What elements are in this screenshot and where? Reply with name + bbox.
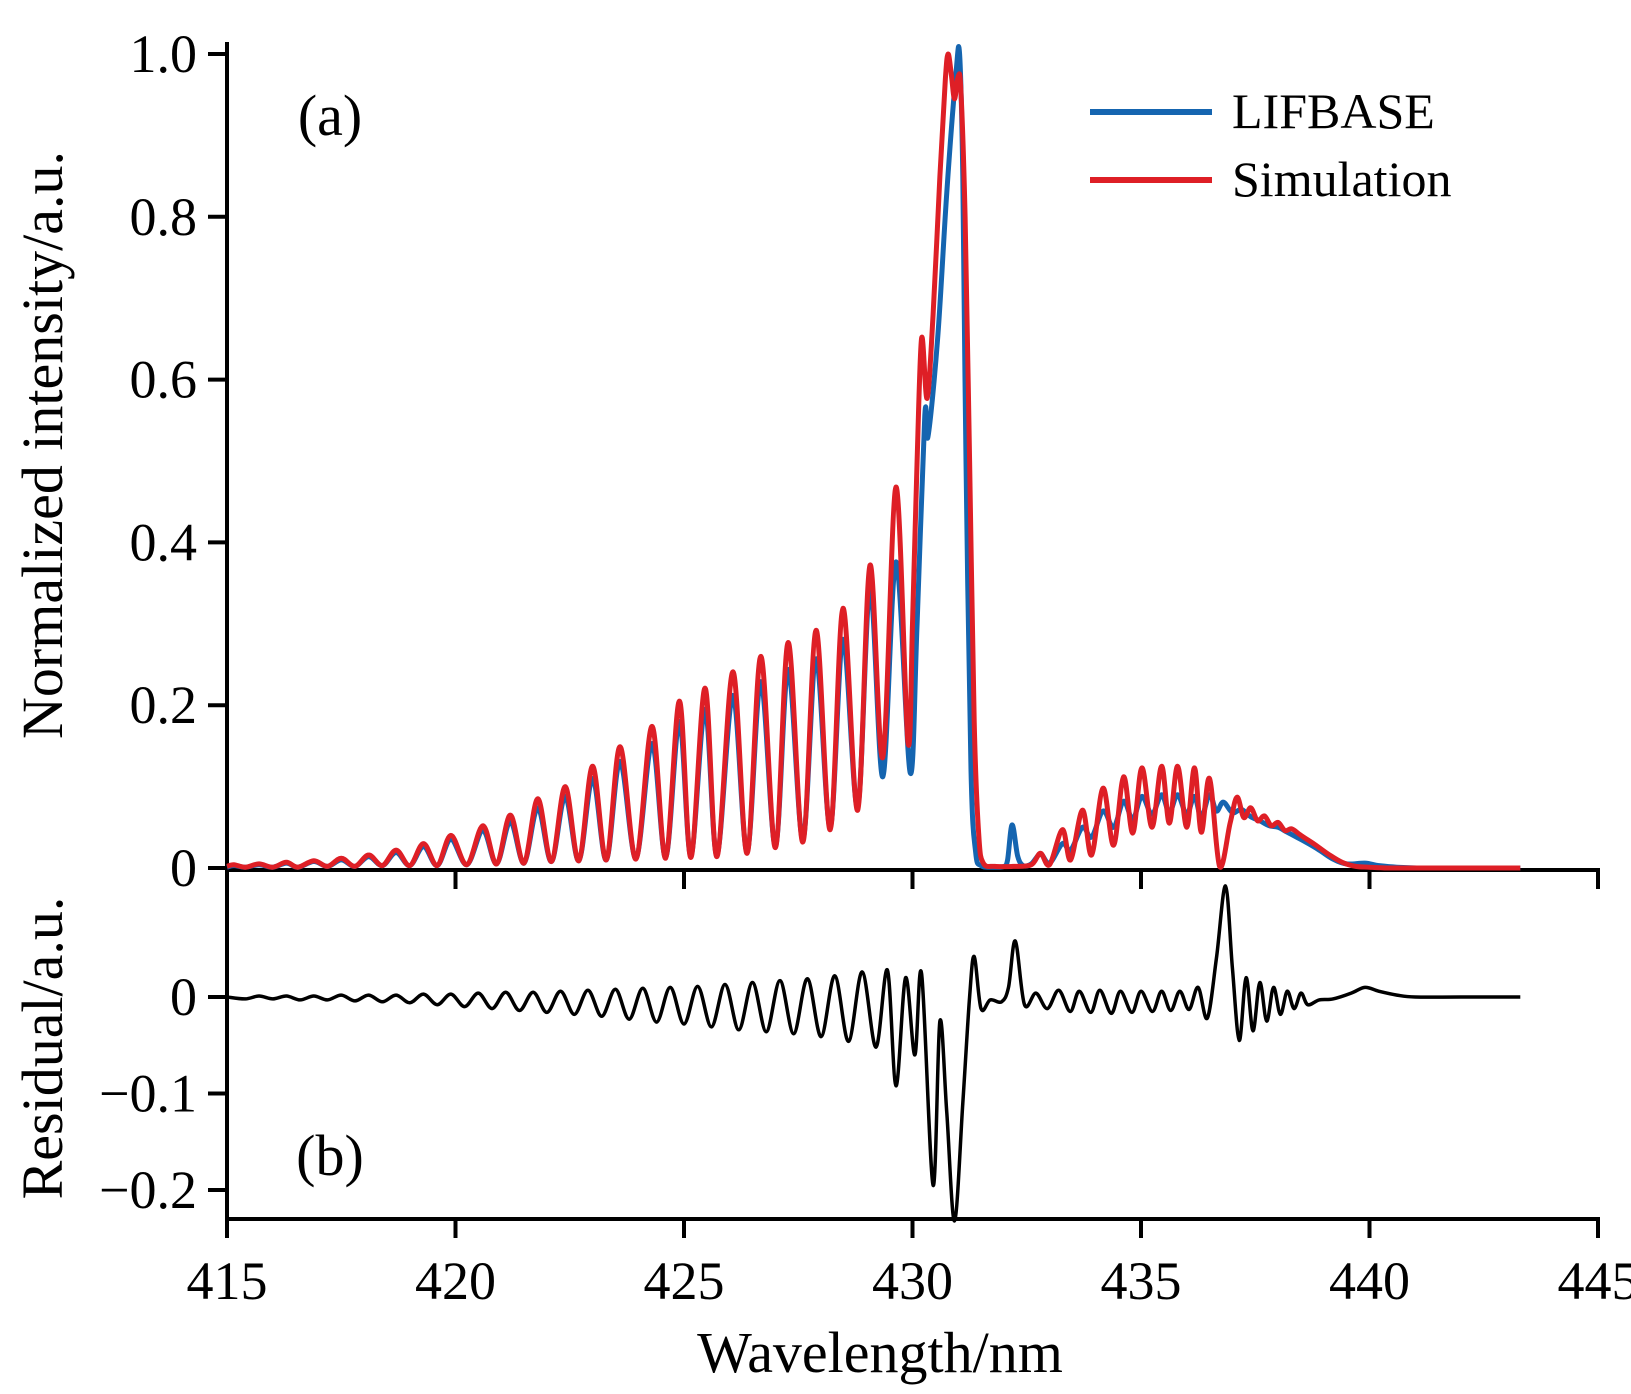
panel-a-y-axis-title: Normalized intensity/a.u. (10, 151, 75, 739)
x-tick-label: 420 (415, 1251, 496, 1311)
panel-a-ytick-label: 0.2 (130, 675, 198, 735)
panel-a-ytick-label: 1.0 (130, 24, 198, 84)
x-tick-label: 425 (644, 1251, 725, 1311)
panel-a-ytick-label: 0.6 (130, 350, 198, 410)
x-axis-title: Wavelength/nm (697, 1320, 1063, 1385)
panel-a-ytick-label: 0.4 (130, 512, 198, 572)
panel-a-ytick-label: 0 (170, 838, 197, 898)
x-tick-label: 415 (187, 1251, 268, 1311)
panel-b-tag: (b) (296, 1123, 364, 1188)
panel-a-ytick-label: 0.8 (130, 187, 198, 247)
panel-b-ytick-label: −0.2 (99, 1160, 197, 1220)
x-tick-label: 440 (1329, 1251, 1410, 1311)
x-tick-label: 445 (1558, 1251, 1631, 1311)
x-tick-label: 430 (872, 1251, 953, 1311)
panel-b-ytick-label: 0 (170, 967, 197, 1027)
legend-label-lifbase: LIFBASE (1232, 83, 1435, 139)
panel-a-tag: (a) (298, 83, 362, 148)
panel-b-y-axis-title: Residual/a.u. (10, 897, 75, 1200)
x-tick-label: 435 (1101, 1251, 1182, 1311)
panel-b-ytick-label: −0.1 (99, 1064, 197, 1124)
simulation-curve (226, 51, 1521, 871)
legend-label-simulation: Simulation (1232, 151, 1451, 207)
residual-curve (226, 884, 1521, 1223)
